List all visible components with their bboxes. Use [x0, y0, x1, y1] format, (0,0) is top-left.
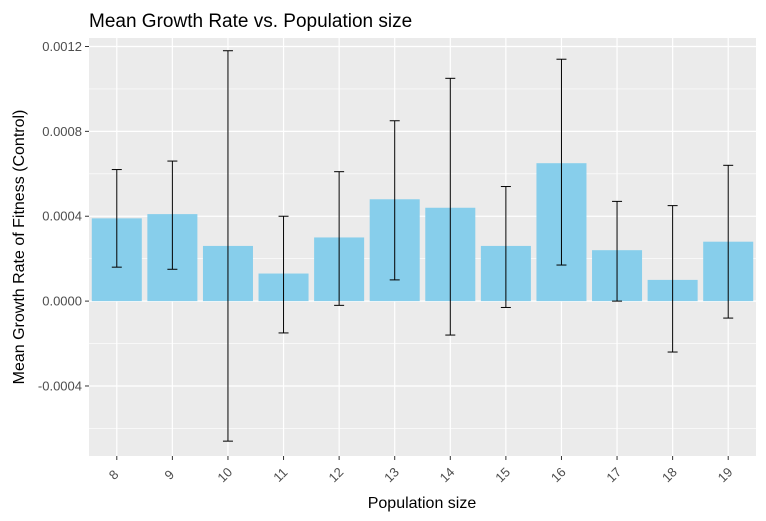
y-tick-label: 0.0000 — [42, 294, 82, 309]
x-tick-label: 9 — [161, 467, 177, 483]
x-tick-label: 13 — [381, 464, 402, 485]
error-bar-10 — [222, 50, 233, 442]
y-axis-ticks: -0.0004 0.0000 0.0004 0.0008 0.0012 — [38, 39, 89, 393]
error-bar-19 — [723, 164, 734, 319]
x-tick-label: 15 — [492, 464, 513, 485]
y-tick-label: -0.0004 — [38, 378, 82, 393]
error-bar-9 — [167, 160, 178, 270]
error-bar-16 — [556, 58, 567, 266]
y-tick-label: 0.0008 — [42, 124, 82, 139]
error-bar-8 — [111, 169, 122, 268]
x-tick-label: 19 — [715, 464, 736, 485]
error-bars — [111, 50, 734, 442]
y-tick-label: 0.0012 — [42, 39, 82, 54]
x-tick-label: 18 — [659, 464, 680, 485]
error-bar-17 — [612, 200, 623, 302]
error-bar-15 — [500, 186, 511, 308]
error-bar-11 — [278, 215, 289, 334]
x-axis-title: Population size — [368, 495, 477, 512]
error-bar-18 — [667, 205, 678, 353]
error-bar-14 — [445, 77, 456, 336]
x-tick-label: 16 — [548, 464, 569, 485]
x-tick-label: 17 — [603, 464, 624, 485]
minor-gridlines — [89, 88, 756, 429]
x-tick-label: 12 — [326, 464, 347, 485]
x-axis-ticks: 8 9 10 11 12 13 14 15 16 17 18 19 — [106, 456, 736, 485]
x-tick-label: 14 — [437, 464, 458, 485]
x-tick-label: 8 — [106, 467, 122, 483]
chart-title: Mean Growth Rate vs. Population size — [89, 11, 412, 32]
x-tick-label: 11 — [270, 465, 290, 485]
y-tick-label: 0.0004 — [42, 209, 82, 224]
y-axis-title: Mean Growth Rate of Fitness (Control) — [11, 110, 28, 385]
error-bar-13 — [389, 120, 400, 281]
error-bar-12 — [334, 171, 345, 306]
x-tick-label: 10 — [214, 464, 235, 485]
